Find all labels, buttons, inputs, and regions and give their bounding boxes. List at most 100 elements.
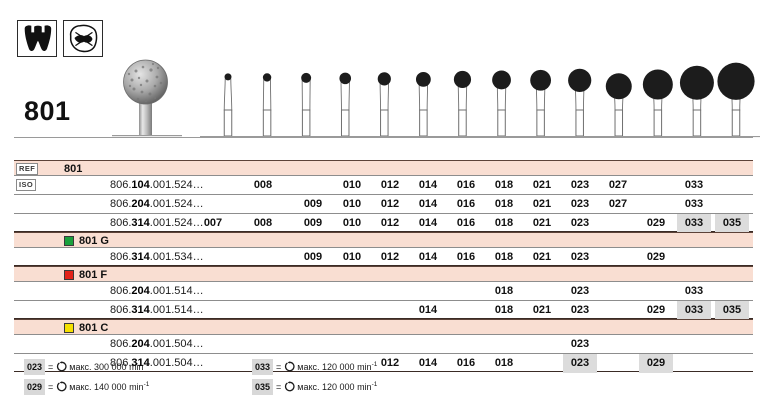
size-cell-007[interactable]: 007 (203, 217, 223, 229)
size-cell-014[interactable]: 014 (418, 217, 438, 229)
size-cell-023[interactable]: 023 (570, 304, 590, 316)
table-row[interactable]: ISO 806.104.001.524… 008 010 012 014 016 018 021… (14, 175, 753, 194)
footnote-text: макс. 120 000 min-1 (297, 381, 378, 392)
table-row[interactable]: 806.204.001.514… 018 023 033 (14, 281, 753, 300)
size-cell-023[interactable]: 023 (570, 198, 590, 210)
size-cell-014[interactable]: 014 (418, 198, 438, 210)
footnote-equals: = (276, 362, 282, 372)
footnote-text: макс. 300 000 min-1 (69, 361, 150, 372)
size-cell-014[interactable]: 014 (418, 251, 438, 263)
size-cell-012[interactable]: 012 (380, 198, 400, 210)
size-cell-012[interactable]: 012 (380, 357, 400, 369)
size-cell-016[interactable]: 016 (456, 217, 476, 229)
size-cell-016[interactable]: 016 (456, 251, 476, 263)
footnote-035: 035 = макс. 120 000 min-1 (252, 378, 378, 395)
size-cell-010[interactable]: 010 (342, 198, 362, 210)
size-cell-009[interactable]: 009 (303, 251, 323, 263)
section-color-swatch (64, 323, 74, 333)
size-cell-029[interactable]: 029 (646, 304, 666, 316)
size-cell-035[interactable]: 035 (715, 301, 749, 320)
size-cell-018[interactable]: 018 (494, 357, 514, 369)
size-cell-023[interactable]: 023 (570, 251, 590, 263)
size-cell-021[interactable]: 021 (532, 251, 552, 263)
hero-bur-illustration (112, 40, 182, 138)
size-cell-027[interactable]: 027 (608, 179, 628, 191)
size-cell-010[interactable]: 010 (342, 217, 362, 229)
size-cell-023[interactable]: 023 (563, 354, 597, 373)
section-band-section-801: REF 801 (14, 160, 753, 175)
rotation-speed-icon (56, 381, 67, 392)
size-cell-018[interactable]: 018 (494, 251, 514, 263)
size-cell-010[interactable]: 010 (342, 179, 362, 191)
section-title: 801 C (79, 322, 109, 334)
size-cell-008[interactable]: 008 (253, 217, 273, 229)
size-cell-029[interactable]: 029 (646, 217, 666, 229)
size-cell-008[interactable]: 008 (253, 179, 273, 191)
section-band-section-801-c: 801 C (14, 319, 753, 334)
size-cell-021[interactable]: 021 (532, 217, 552, 229)
size-cell-027[interactable]: 027 (608, 198, 628, 210)
table-row[interactable]: 806.314.001.534… 009 010 012 014 016 018 021 023… (14, 247, 753, 266)
product-reference-number: 806.204.001.514… (110, 285, 204, 297)
size-cell-029[interactable]: 029 (639, 354, 673, 373)
size-cell-016[interactable]: 016 (456, 198, 476, 210)
header-divider (14, 137, 753, 138)
tooth-occlusal-view-icon (63, 20, 103, 57)
size-cell-016[interactable]: 016 (456, 179, 476, 191)
size-cell-023[interactable]: 023 (570, 338, 590, 350)
size-cell-014[interactable]: 014 (418, 179, 438, 191)
size-cell-010[interactable]: 010 (342, 251, 362, 263)
size-cell-012[interactable]: 012 (380, 217, 400, 229)
rotation-speed-icon (284, 381, 295, 392)
footnote-023: 023 = макс. 300 000 min-1 (24, 358, 150, 375)
section-title: 801 G (79, 235, 109, 247)
size-cell-023[interactable]: 023 (570, 285, 590, 297)
size-cell-035[interactable]: 035 (715, 214, 749, 233)
size-cell-016[interactable]: 016 (456, 357, 476, 369)
section-band-section-801-g: 801 G (14, 232, 753, 247)
size-cell-012[interactable]: 012 (380, 179, 400, 191)
size-cell-021[interactable]: 021 (532, 179, 552, 191)
size-cell-021[interactable]: 021 (532, 198, 552, 210)
product-reference-number: 806.104.001.524… (110, 179, 204, 191)
size-cell-033[interactable]: 033 (677, 301, 711, 320)
size-cell-023[interactable]: 023 (570, 217, 590, 229)
size-cell-012[interactable]: 012 (380, 251, 400, 263)
size-cell-033[interactable]: 033 (677, 214, 711, 233)
tooth-cross-section-icon (17, 20, 57, 57)
table-row[interactable]: 806.314.001.514… 014 018 021 023 029 033 035 (14, 300, 753, 320)
footnote-code: 035 (252, 379, 274, 395)
section-color-swatch (64, 236, 74, 246)
footnote-equals: = (276, 382, 282, 392)
size-cell-018[interactable]: 018 (494, 198, 514, 210)
table-row[interactable]: 806.204.001.504… 023 (14, 334, 753, 353)
size-cell-018[interactable]: 018 (494, 217, 514, 229)
size-cell-033[interactable]: 033 (684, 198, 704, 210)
size-cell-014[interactable]: 014 (418, 304, 438, 316)
size-cell-033[interactable]: 033 (684, 285, 704, 297)
size-cell-029[interactable]: 029 (646, 251, 666, 263)
product-reference-number: 806.204.001.524… (110, 198, 204, 210)
section-title: 801 F (79, 269, 108, 281)
footnote-text: макс. 120 000 min-1 (297, 361, 378, 372)
iso-tag: ISO (16, 179, 37, 191)
ref-tag: REF (16, 163, 39, 175)
size-cell-033[interactable]: 033 (684, 179, 704, 191)
size-cell-009[interactable]: 009 (303, 217, 323, 229)
size-cell-009[interactable]: 009 (303, 198, 323, 210)
size-cell-018[interactable]: 018 (494, 179, 514, 191)
product-reference-number: 806.314.001.514… (110, 304, 204, 316)
table-row[interactable]: 806.204.001.524… 009 010 012 014 016 018 021 023… (14, 194, 753, 213)
rotation-speed-icon (284, 361, 295, 372)
size-cell-018[interactable]: 018 (494, 285, 514, 297)
table-row[interactable]: 806.314.001.504… 012 014 016 018 023 029 (14, 353, 753, 373)
product-reference-number: 806.314.001.524… (110, 217, 204, 229)
size-cell-014[interactable]: 014 (418, 357, 438, 369)
product-reference-number: 806.204.001.504… (110, 338, 204, 350)
table-row[interactable]: 806.314.001.524… 007 008 009 010 012 014 016 018… (14, 213, 753, 233)
size-cell-018[interactable]: 018 (494, 304, 514, 316)
size-cell-023[interactable]: 023 (570, 179, 590, 191)
size-cell-021[interactable]: 021 (532, 304, 552, 316)
product-table: REF 801 ISO 806.104.001.524… 008 010 012 014 016… (14, 160, 753, 373)
